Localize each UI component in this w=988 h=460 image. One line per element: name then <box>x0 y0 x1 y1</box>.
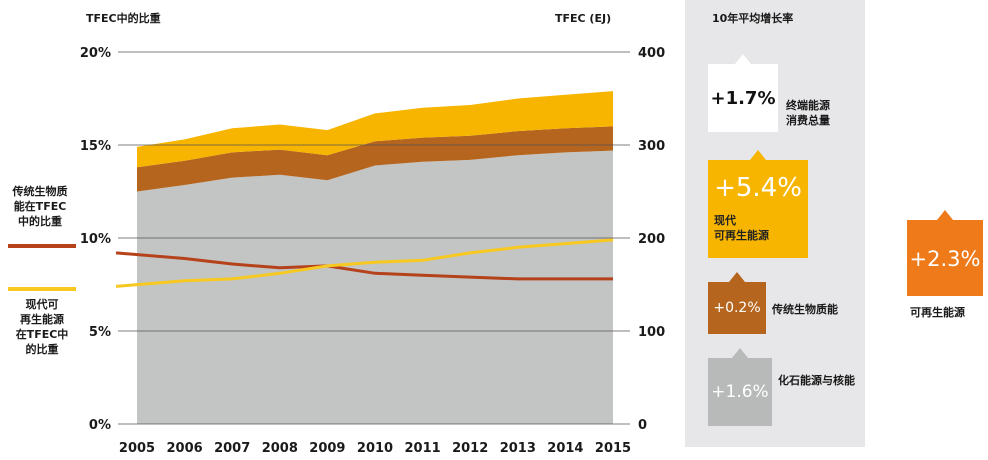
area-traditional-biomass <box>137 126 613 192</box>
x-tick-label: 2007 <box>214 441 250 456</box>
right-tick-label: 100 <box>638 325 665 340</box>
x-tick-label: 2009 <box>309 441 345 456</box>
legend-modern-label: 现代可 再生能源 在TFEC中 的比重 <box>2 297 82 357</box>
x-tick-label: 2013 <box>500 441 536 456</box>
box-traditional-value: +0.2% <box>713 300 761 316</box>
right-axis-title: TFEC (EJ) <box>555 12 612 25</box>
left-tick-label: 10% <box>80 232 111 247</box>
left-tick-label: 5% <box>89 325 111 340</box>
right-tick-label: 400 <box>638 46 665 61</box>
legend-traditional-line1: 传统生物质 <box>12 185 68 198</box>
box-modern-value: +5.4% <box>714 173 802 203</box>
legend-modern-line2: 再生能源 <box>20 313 64 326</box>
legend-traditional-line2: 能在TFEC <box>13 200 67 213</box>
legend-modern-line1: 现代可 <box>25 298 59 311</box>
axis-ticks: 0% 5% 10% 15% 20% 0 100 200 300 400 2005 2006 2007 20… <box>80 46 665 456</box>
x-tick-label: 2015 <box>595 441 631 456</box>
chart-area: 0% 5% 10% 15% 20% 0 100 200 300 400 2005 2006 2007 20… <box>80 46 665 456</box>
x-tick-label: 2010 <box>357 441 393 456</box>
box-renewables: +2.3% <box>907 222 983 296</box>
box-fossil-label-line1: 化石能源与核能 <box>778 374 855 387</box>
left-axis-title: TFEC中的比重 <box>86 12 161 25</box>
right-tick-label: 0 <box>638 418 647 433</box>
area-modern-renewables <box>137 91 613 168</box>
legend-traditional-line3: 中的比重 <box>18 215 62 228</box>
box-traditional-label-line1: 传统生物质能 <box>772 303 838 316</box>
legend-modern-line4: 的比重 <box>25 343 59 356</box>
box-renewables-shape <box>907 210 983 296</box>
x-tick-label: 2008 <box>262 441 298 456</box>
legend-modern-line3: 在TFEC中 <box>15 328 69 341</box>
legend-traditional-swatch <box>8 244 76 248</box>
box-fossil: +1.6% <box>708 358 772 426</box>
box-fossil-value: +1.6% <box>711 382 769 402</box>
right-tick-label: 200 <box>638 232 665 247</box>
line-traditional-share <box>115 251 613 281</box>
x-tick-label: 2005 <box>119 441 155 456</box>
box-traditional-label: 传统生物质能 <box>772 302 838 317</box>
box-modern-label-line1: 现代 <box>714 214 736 227</box>
box-tfec: +1.7% <box>708 64 778 132</box>
box-modern-shape <box>708 150 808 258</box>
line-modern-share <box>115 238 614 288</box>
x-tick-label: 2011 <box>405 441 441 456</box>
box-modern: +5.4% <box>708 168 808 208</box>
share-lines <box>115 51 630 425</box>
panel-title: 10年平均增长率 <box>712 12 794 25</box>
box-tfec-label-line2: 消费总量 <box>786 114 830 127</box>
box-tfec-label: 终端能源 消费总量 <box>786 98 830 128</box>
box-traditional-shape <box>708 272 766 334</box>
box-modern-label-line2: 可再生能源 <box>714 229 769 242</box>
box-renewables-value: +2.3% <box>909 247 981 271</box>
left-tick-label: 0% <box>89 418 111 433</box>
box-tfec-value: +1.7% <box>710 87 776 109</box>
left-tick-label: 15% <box>80 139 111 154</box>
box-fossil-shape <box>708 348 772 426</box>
box-fossil-label: 化石能源与核能 <box>778 373 855 388</box>
box-renewables-label: 可再生能源 <box>910 306 965 319</box>
left-tick-label: 20% <box>80 46 111 61</box>
box-tfec-shape <box>708 54 778 132</box>
x-tick-label: 2012 <box>452 441 488 456</box>
area-fossil-nuclear <box>137 150 613 424</box>
stacked-areas <box>137 91 613 424</box>
x-tick-label: 2006 <box>167 441 203 456</box>
box-tfec-label-line1: 终端能源 <box>786 99 830 112</box>
box-traditional: +0.2% <box>708 282 766 334</box>
x-tick-label: 2014 <box>547 441 583 456</box>
box-modern-label: 现代 可再生能源 <box>714 213 769 243</box>
legend-traditional-label: 传统生物质 能在TFEC 中的比重 <box>4 184 76 229</box>
legend-modern-swatch <box>8 287 76 291</box>
right-tick-label: 300 <box>638 139 665 154</box>
